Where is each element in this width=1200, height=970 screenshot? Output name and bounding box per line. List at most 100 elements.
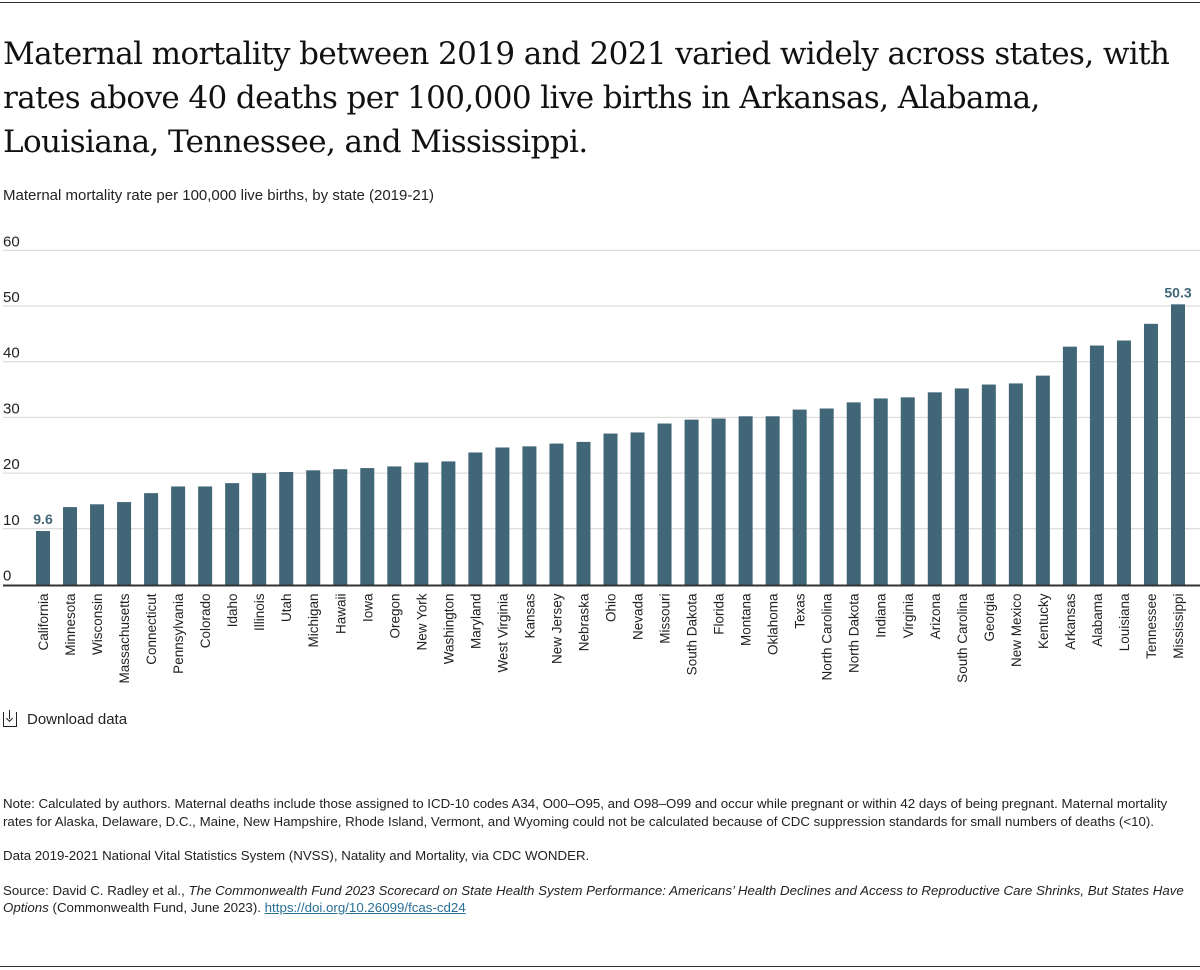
x-tick-label: Nebraska xyxy=(576,593,591,651)
bar xyxy=(900,397,915,585)
y-tick-label: 20 xyxy=(3,456,20,473)
bar xyxy=(90,504,105,585)
x-tick-label: South Carolina xyxy=(955,593,970,683)
bar xyxy=(981,384,996,585)
bar xyxy=(1008,383,1023,585)
x-tick-label: North Carolina xyxy=(820,593,835,681)
data-label: 9.6 xyxy=(33,511,53,527)
x-tick-label: Nevada xyxy=(631,593,646,640)
bar xyxy=(1035,375,1050,585)
x-tick-label: Georgia xyxy=(982,593,997,642)
x-tick-label: Missouri xyxy=(658,594,673,644)
y-tick-label: 40 xyxy=(3,345,20,362)
x-tick-label: South Dakota xyxy=(685,593,700,675)
x-tick-label: Massachusetts xyxy=(117,593,132,683)
x-tick-label: Kansas xyxy=(522,593,537,638)
bar xyxy=(360,468,375,585)
y-tick-label: 50 xyxy=(3,289,20,306)
bar xyxy=(225,483,240,585)
bar xyxy=(657,423,672,585)
bar xyxy=(1143,323,1158,585)
x-tick-label: Iowa xyxy=(360,593,375,622)
bar xyxy=(684,419,699,585)
x-tick-label: New Jersey xyxy=(549,593,564,664)
bar xyxy=(279,471,294,585)
bar xyxy=(630,432,645,585)
bar xyxy=(198,486,213,585)
x-tick-label: Mississippi xyxy=(1171,594,1186,659)
bar xyxy=(1089,345,1104,585)
x-tick-label: Wisconsin xyxy=(90,594,105,656)
x-tick-label: Arizona xyxy=(928,593,943,639)
x-tick-label: Arkansas xyxy=(1063,593,1078,650)
x-tick-label: California xyxy=(36,593,51,651)
x-tick-label: West Virginia xyxy=(495,593,510,673)
x-tick-label: Tennessee xyxy=(1144,594,1159,659)
y-tick-label: 10 xyxy=(3,512,20,529)
x-tick-label: Idaho xyxy=(225,594,240,628)
top-rule xyxy=(0,2,1200,3)
download-data-button[interactable]: Download data xyxy=(3,710,128,728)
bar xyxy=(333,469,348,585)
x-tick-label: Oregon xyxy=(387,594,402,639)
x-tick-label: Pennsylvania xyxy=(171,593,186,674)
x-tick-label: Maryland xyxy=(468,594,483,650)
bar-chart: 0 10 20 30 40 50 60 California 9.6 Minnesota Wisco… xyxy=(3,233,1200,684)
source-prefix: Source: David C. Radley et al., xyxy=(3,882,189,898)
chart-title: Maternal mortality between 2019 and 2021… xyxy=(3,36,1170,160)
bar xyxy=(468,452,483,585)
chart-subtitle: Maternal mortality rate per 100,000 live… xyxy=(3,187,435,204)
bar xyxy=(63,507,78,585)
data-label: 50.3 xyxy=(1164,284,1191,300)
bar xyxy=(1062,346,1077,585)
x-tick-label: Connecticut xyxy=(144,593,159,665)
x-tick-label: Louisiana xyxy=(1117,593,1132,651)
x-tick-label: Illinois xyxy=(252,593,267,631)
data-text: Data 2019-2021 National Vital Statistics… xyxy=(3,848,590,863)
x-tick-label: Indiana xyxy=(874,593,889,638)
bottom-rule xyxy=(0,966,1200,967)
x-tick-label: Texas xyxy=(793,593,808,629)
bar xyxy=(36,531,50,585)
y-tick-label: 60 xyxy=(3,233,20,250)
bar xyxy=(549,443,564,585)
bar xyxy=(117,502,132,585)
download-label: Download data xyxy=(27,711,128,728)
bar xyxy=(144,493,159,585)
bar xyxy=(711,418,726,585)
download-icon xyxy=(3,710,17,727)
source-text: Source: David C. Radley et al., The Comm… xyxy=(3,882,1188,917)
notes: Note: Calculated by authors. Maternal de… xyxy=(3,795,1188,934)
x-tick-label: Washington xyxy=(441,594,456,665)
x-tick-label: Montana xyxy=(739,593,754,646)
bar xyxy=(1116,340,1131,585)
x-tick-label: New York xyxy=(414,593,429,650)
note-text: Note: Calculated by authors. Maternal de… xyxy=(3,796,1168,829)
bar xyxy=(576,441,591,585)
y-tick-label: 0 xyxy=(3,568,11,585)
x-tick-label: Kentucky xyxy=(1036,593,1051,649)
bar xyxy=(387,466,402,585)
bar xyxy=(603,433,618,585)
source-suffix: (Commonwealth Fund, June 2023). xyxy=(48,900,265,915)
x-tick-label: Utah xyxy=(279,594,294,623)
x-tick-label: New Mexico xyxy=(1009,594,1024,668)
x-tick-label: Colorado xyxy=(198,594,213,649)
bar xyxy=(1171,304,1185,585)
bar xyxy=(738,416,753,585)
x-tick-label: Florida xyxy=(712,593,727,635)
bar xyxy=(873,398,888,585)
bar xyxy=(522,446,537,585)
x-tick-label: Oklahoma xyxy=(766,593,781,655)
x-tick-label: North Dakota xyxy=(847,593,862,673)
x-tick-label: Michigan xyxy=(306,594,321,648)
y-tick-label: 30 xyxy=(3,400,20,417)
x-tick-label: Hawaii xyxy=(333,594,348,635)
source-title: The Commonwealth Fund 2023 Scorecard on … xyxy=(3,882,1184,916)
bar xyxy=(495,447,510,585)
bar xyxy=(414,462,429,585)
bar xyxy=(252,473,267,585)
x-tick-label: Virginia xyxy=(901,593,916,638)
source-link[interactable]: https://doi.org/10.26099/fcas-cd24 xyxy=(264,900,466,915)
bar xyxy=(765,416,780,585)
